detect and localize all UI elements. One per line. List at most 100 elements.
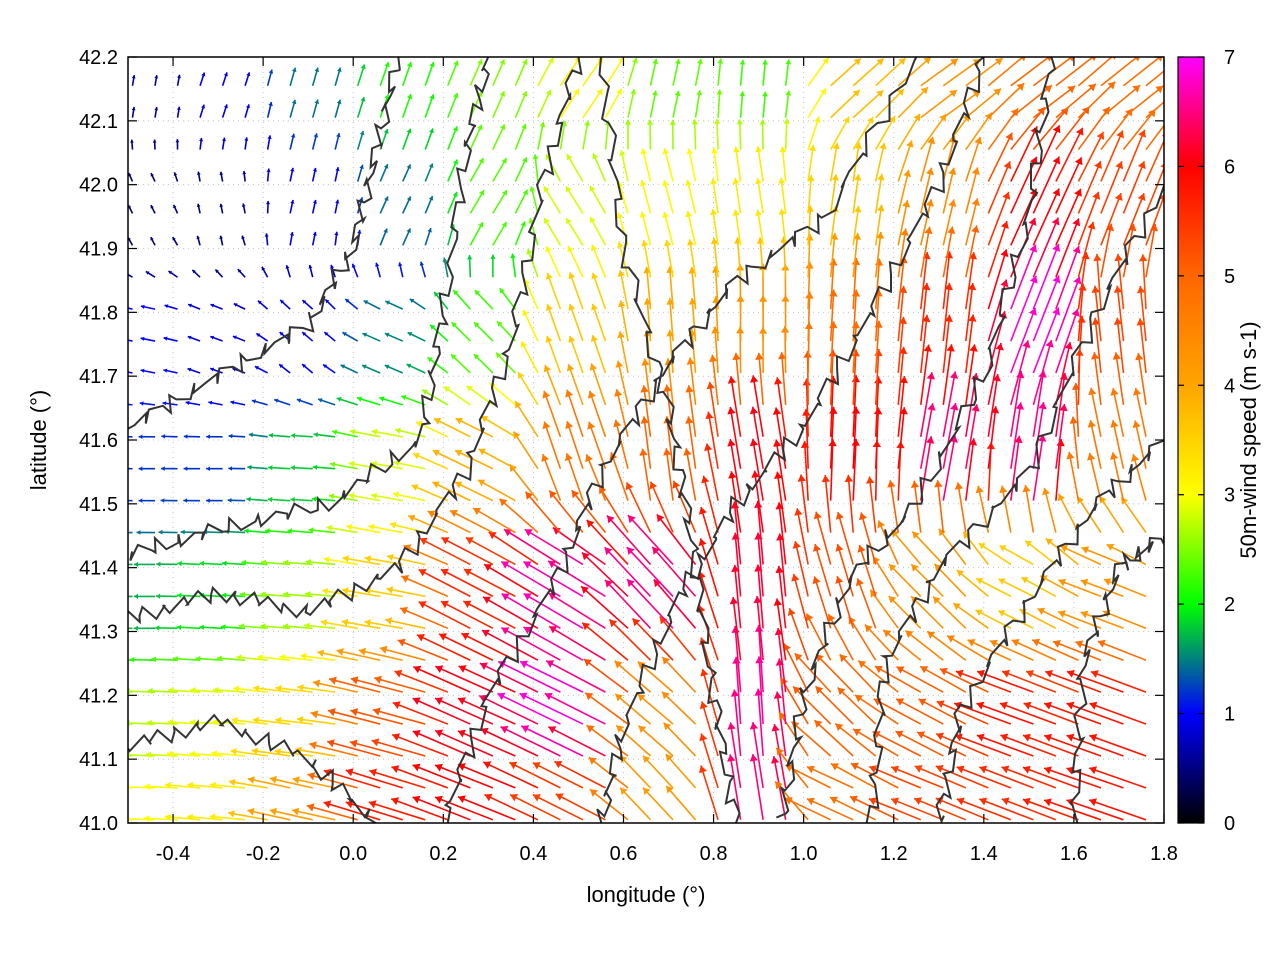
wind-arrow (1055, 218, 1081, 278)
wind-arrow (784, 90, 792, 118)
colorbar-gradient (1177, 56, 1205, 824)
wind-arrow (965, 314, 977, 374)
wind-arrow (543, 364, 562, 406)
wind-arrow (542, 390, 562, 438)
wind-arrow (275, 716, 313, 725)
wind-arrow (385, 617, 426, 630)
wind-arrow (1010, 340, 1031, 406)
wind-arrow (732, 352, 742, 405)
wind-arrow (581, 551, 629, 597)
x-tick-label: 1.4 (970, 843, 998, 865)
wind-arrow (328, 676, 381, 693)
wind-arrow (322, 363, 336, 374)
wind-arrow (268, 465, 291, 471)
wind-arrow (663, 384, 674, 437)
wind-arrow (762, 91, 768, 118)
wind-arrow (1032, 156, 1061, 214)
wind-arrow (815, 653, 854, 693)
wind-arrow (247, 807, 291, 821)
wind-arrow (976, 669, 1034, 693)
wind-arrow (1055, 403, 1068, 469)
wind-arrow (545, 660, 606, 693)
wind-arrow (962, 531, 989, 565)
y-tick-label: 41.4 (79, 558, 118, 580)
wind-arrow (1032, 243, 1061, 310)
wind-arrow (482, 596, 539, 630)
wind-arrow (311, 133, 319, 150)
wind-arrow (1022, 765, 1079, 789)
wind-arrow (691, 119, 698, 150)
wind-arrow (987, 406, 1000, 469)
wind-arrow (807, 116, 821, 150)
wind-arrow (919, 372, 935, 437)
wind-arrow (656, 513, 697, 565)
wind-arrow (334, 231, 339, 246)
wind-arrow (514, 400, 539, 438)
wind-arrow (851, 406, 861, 469)
wind-arrow (1077, 160, 1102, 214)
wind-arrow (334, 132, 341, 150)
wind-arrow (447, 60, 459, 87)
wind-arrow (739, 91, 746, 118)
wind-arrow (161, 434, 178, 439)
wind-arrow (649, 90, 658, 118)
wind-arrow (363, 299, 381, 310)
contour-line (1069, 535, 1164, 823)
wind-arrow (1136, 318, 1147, 374)
wind-arrow (495, 352, 516, 374)
wind-arrow (282, 623, 313, 630)
wind-arrow (501, 593, 561, 629)
wind-arrow (1010, 244, 1038, 310)
wind-arrow (291, 807, 336, 821)
wind-arrow (965, 282, 977, 342)
wind-arrow (386, 553, 426, 566)
wind-arrow (910, 563, 944, 597)
wind-arrow (392, 701, 449, 725)
wind-arrow (1099, 495, 1125, 533)
wind-arrow (133, 561, 156, 567)
wind-arrow (852, 205, 862, 246)
wind-arrow (350, 676, 403, 693)
wind-arrow (829, 142, 840, 182)
wind-arrow (373, 675, 426, 693)
wind-arrow (875, 115, 896, 150)
wind-arrow (926, 630, 967, 661)
wind-arrow (520, 341, 539, 374)
wind-arrow (1133, 387, 1147, 437)
wind-arrow (613, 419, 629, 469)
wind-arrow (447, 126, 458, 150)
wind-arrow (209, 813, 246, 821)
wind-arrow (710, 208, 719, 246)
wind-arrow (1145, 124, 1164, 151)
wind-arrow (341, 587, 381, 598)
wind-arrow (519, 660, 584, 693)
wind-arrow (854, 694, 899, 725)
wind-arrow (730, 689, 742, 757)
wind-arrow (356, 96, 366, 118)
wind-arrow (626, 546, 674, 597)
wind-arrow (897, 407, 908, 469)
wind-arrow (1010, 126, 1038, 182)
wind-arrow (852, 58, 885, 87)
wind-arrow (386, 586, 426, 598)
wind-arrow (500, 725, 561, 757)
wind-arrow (806, 765, 854, 789)
wind-arrow (896, 666, 944, 693)
wind-arrow (514, 90, 528, 118)
wind-arrow (300, 652, 336, 662)
wind-arrow (828, 349, 837, 405)
wind-arrow (555, 793, 606, 821)
wind-arrow (492, 124, 506, 150)
wind-arrow (407, 514, 449, 534)
wind-arrow (664, 239, 674, 278)
wind-arrow (932, 596, 967, 629)
wind-arrow (647, 119, 654, 150)
colorbar-tick-label: 7 (1224, 47, 1235, 69)
wind-arrow (311, 231, 317, 246)
wind-arrow (935, 764, 989, 789)
wind-arrow (171, 236, 179, 246)
wind-arrow (545, 272, 562, 310)
wind-arrow (792, 540, 809, 597)
wind-arrow (517, 371, 539, 406)
wind-arrow (649, 58, 659, 86)
